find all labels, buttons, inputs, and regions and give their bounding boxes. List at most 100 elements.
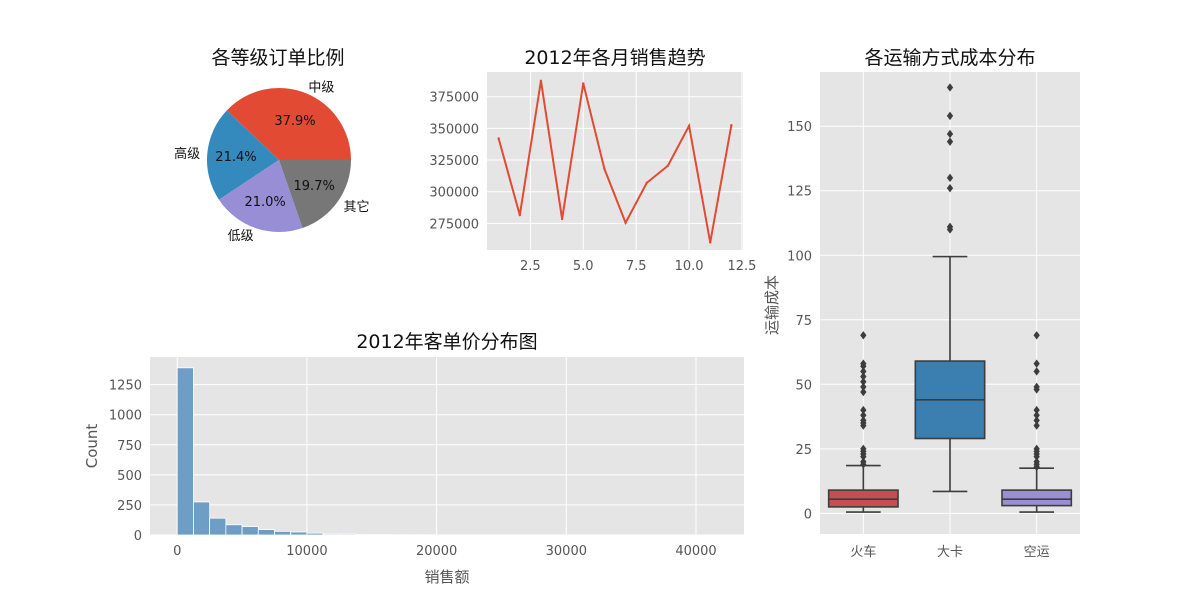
box-x-tick-2: 空运 (1024, 545, 1050, 560)
sales-point-1 (518, 213, 521, 217)
histogram-panel: 2012年客单价分布图 0 10000 20000 30000 40000 0 250 500… (83, 331, 744, 586)
box-y-tick-5: 125 (787, 185, 812, 200)
pie-pct-label-3: 19.7% (294, 179, 335, 194)
hist-bar-6 (274, 530, 292, 536)
line-x-tick-4: 12.5 (727, 259, 756, 274)
pie-chart-panel: 各等级订单比例 37.9% 中级 21.4% 高级 21.0% 低级 19.7% 其它 (174, 47, 369, 244)
line-y-tick-2: 325000 (429, 154, 479, 169)
hist-y-tick-1: 250 (117, 499, 142, 514)
hist-y-tick-3: 750 (117, 439, 142, 454)
hist-bar-9 (322, 533, 340, 536)
box-flier-2-12 (1033, 382, 1040, 392)
hist-x-tick-4: 40000 (675, 544, 716, 559)
box-y-tick-2: 50 (795, 378, 812, 393)
sales-point-4 (582, 82, 585, 85)
sales-point-6 (624, 221, 627, 224)
box-flier-1-4 (946, 137, 954, 146)
hist-bar-3 (225, 524, 243, 536)
box-title: 各运输方式成本分布 (864, 47, 1035, 69)
hist-content: 0 10000 20000 30000 40000 0 250 500 750 1000 1250 (109, 357, 744, 559)
hist-bar-4 (241, 526, 259, 536)
box-flier-0-5 (860, 444, 867, 454)
box-flier-0-10 (860, 405, 867, 415)
hist-xlabel: 销售额 (424, 568, 469, 586)
hist-bar-1 (193, 501, 211, 536)
sales-point-5 (603, 167, 606, 171)
box-body-2 (1001, 489, 1073, 507)
hist-bar-2 (209, 517, 227, 536)
hist-x-tick-0: 0 (173, 544, 181, 559)
box-flier-2-7 (1033, 421, 1040, 430)
box-flier-2-10 (1033, 405, 1040, 415)
pie-slice-0 (226, 88, 351, 160)
box-flier-1-7 (946, 83, 954, 92)
pie-pct-label-0: 37.9% (274, 114, 315, 129)
line-y-tick-0: 275000 (429, 217, 479, 232)
pie-slice-2 (218, 160, 303, 232)
box-flier-1-3 (946, 173, 954, 183)
sales-point-2 (539, 79, 543, 83)
line-x-tick-0: 2.5 (520, 259, 541, 274)
pie-slice-3 (279, 160, 351, 229)
box-flier-0-9 (860, 411, 867, 420)
hist-plot-area (150, 357, 744, 535)
box-flier-2-2 (1033, 457, 1040, 466)
boxplot-panel: 各运输方式成本分布 0 25 50 75 100 125 150 火车 大卡 空运 运输成本 (763, 47, 1080, 560)
hist-ylabel: Count (83, 424, 101, 469)
sales-point-7 (645, 181, 648, 185)
pie-slice-1 (207, 110, 279, 200)
box-x-tick-0: 火车 (850, 544, 876, 560)
box-content: 0 25 50 75 100 125 150 火车 大卡 空运 (787, 72, 1080, 560)
box-flier-0-11 (860, 387, 867, 397)
hist-bar-5 (257, 529, 275, 536)
hist-y-tick-0: 0 (134, 529, 142, 544)
box-flier-2-15 (1033, 331, 1040, 340)
box-flier-2-8 (1033, 416, 1040, 425)
box-y-tick-3: 75 (795, 314, 812, 329)
line-title: 2012年各月销售趋势 (524, 47, 705, 69)
hist-y-tick-5: 1250 (109, 379, 142, 394)
sales-trend-line (497, 80, 733, 243)
sales-point-3 (560, 217, 564, 221)
box-flier-1-2 (946, 183, 954, 193)
pie-pct-label-2: 21.0% (244, 195, 285, 210)
box-flier-1-1 (946, 222, 954, 232)
sales-point-11 (730, 124, 733, 127)
box-flier-1-6 (946, 111, 954, 121)
line-content: 2.5 5.0 7.5 10.0 12.5 275000 300000 325000 35000… (429, 72, 756, 274)
sales-point-10 (709, 241, 712, 244)
sales-point-8 (666, 164, 670, 167)
hist-x-tick-2: 20000 (416, 544, 457, 559)
hist-x-tick-1: 10000 (286, 544, 327, 559)
line-x-tick-3: 10.0 (675, 259, 704, 274)
pie-slices: 37.9% 中级 21.4% 高级 21.0% 低级 19.7% 其它 (174, 80, 369, 244)
hist-y-tick-4: 1000 (109, 409, 142, 424)
box-flier-1-5 (946, 129, 954, 139)
line-chart-panel: 2012年各月销售趋势 2.5 5.0 7.5 10.0 12.5 275000 30000… (429, 47, 756, 274)
box-flier-0-13 (860, 377, 867, 386)
box-y-tick-0: 0 (804, 507, 812, 522)
hist-title: 2012年客单价分布图 (356, 331, 537, 353)
pie-label-2: 低级 (228, 229, 254, 244)
pie-label-1: 高级 (174, 146, 200, 162)
box-flier-2-6 (1033, 444, 1040, 454)
hist-bar-8 (306, 532, 324, 536)
pie-label-3: 其它 (344, 199, 370, 215)
pie-title: 各等级订单比例 (211, 47, 344, 69)
box-flier-0-14 (860, 372, 867, 381)
line-y-tick-3: 350000 (429, 122, 479, 137)
box-flier-0-17 (860, 359, 867, 368)
box-flier-0-15 (860, 367, 867, 376)
line-y-tick-1: 300000 (429, 186, 479, 201)
box-y-tick-4: 100 (787, 249, 812, 264)
hist-bar-7 (290, 531, 308, 536)
line-x-tick-2: 7.5 (626, 259, 647, 274)
box-flier-0-12 (860, 382, 867, 392)
box-flier-2-13 (1033, 367, 1040, 376)
line-x-tick-1: 5.0 (573, 259, 594, 274)
pie-pct-label-1: 21.4% (215, 150, 256, 165)
hist-bar-0 (176, 367, 194, 536)
box-x-tick-1: 大卡 (937, 545, 963, 560)
box-ylabel: 运输成本 (763, 275, 781, 335)
